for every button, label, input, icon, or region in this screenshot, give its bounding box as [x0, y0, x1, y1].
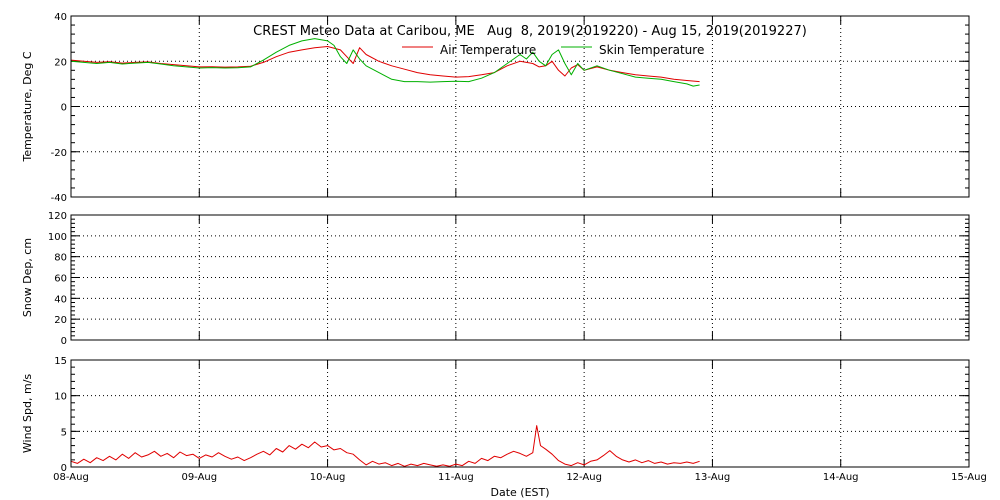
y-tick-label: 120: [48, 211, 67, 222]
x-tick-label: 09-Aug: [181, 472, 217, 483]
x-tick-label: 12-Aug: [566, 472, 602, 483]
series-line: [70, 425, 700, 467]
plot-frame: [70, 359, 970, 468]
chart-panels: -40 -20 0 20 40 Temperature, Deg C 0 20 40 60 80 10…: [21, 12, 987, 483]
y-tick-label: 0: [61, 463, 67, 474]
y-tick-label: -20: [51, 148, 67, 159]
legend-entry: Air Temperature: [440, 43, 536, 57]
y-tick-label: 40: [54, 12, 67, 23]
y-tick-label: 0: [61, 103, 67, 114]
y-tick-label: 5: [61, 427, 67, 438]
y-tick-label: 20: [54, 57, 67, 68]
x-tick-label: 14-Aug: [823, 472, 859, 483]
y-tick-label: 20: [54, 315, 67, 326]
y-tick-label: 60: [54, 274, 67, 285]
y-tick-label: 15: [54, 356, 67, 367]
x-axis-label: Date (EST): [490, 486, 549, 499]
x-tick-label: 15-Aug: [951, 472, 987, 483]
series-line: [70, 38, 700, 87]
x-tick-label: 10-Aug: [310, 472, 346, 483]
plot-frame: [70, 15, 970, 198]
y-axis-label: Wind Spd, m/s: [21, 374, 34, 454]
panel-wind: 0 5 10 15 Wind Spd, m/s: [21, 356, 970, 474]
panel-temperature: -40 -20 0 20 40 Temperature, Deg C: [21, 12, 970, 204]
y-tick-label: 80: [54, 253, 67, 264]
x-tick-label: 13-Aug: [695, 472, 731, 483]
y-axis-label: Snow Dep, cm: [21, 238, 34, 317]
legend: Air Temperature Skin Temperature: [402, 43, 704, 57]
y-axis-label: Temperature, Deg C: [21, 51, 34, 162]
y-tick-label: 10: [54, 392, 67, 403]
x-tick-label: 08-Aug: [53, 472, 89, 483]
panel-snow: 0 20 40 60 80 100 120 Snow Dep, cm: [21, 211, 970, 347]
x-tick-label: 11-Aug: [438, 472, 474, 483]
chart-title: CREST Meteo Data at Caribou, ME Aug 8, 2…: [253, 24, 807, 39]
legend-entry: Skin Temperature: [599, 43, 704, 57]
y-tick-label: 40: [54, 294, 67, 305]
y-tick-label: 100: [48, 232, 67, 243]
y-tick-label: -40: [51, 193, 67, 204]
y-tick-label: 0: [61, 336, 67, 347]
plot-frame: [70, 214, 970, 341]
